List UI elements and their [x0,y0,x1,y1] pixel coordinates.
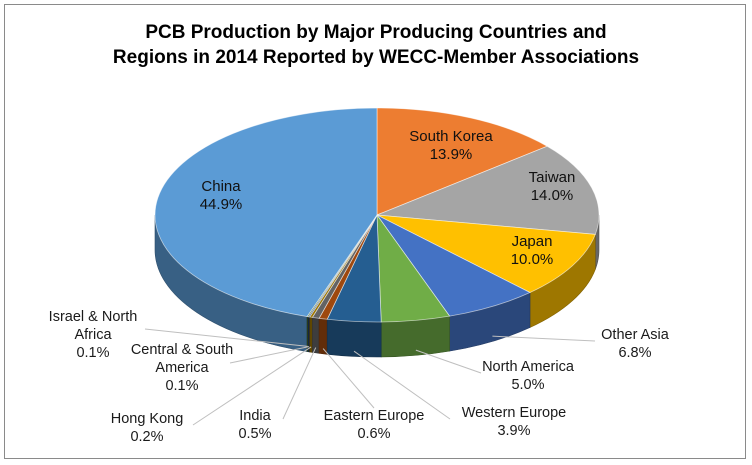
data-label-value-india: 0.5% [238,426,271,442]
data-label-value-hong-kong: 0.2% [130,429,163,445]
leader-line-eastern-europe [322,348,375,409]
data-label-value-taiwan: 14.0% [531,187,574,204]
data-label-value-western-europe: 3.9% [497,423,530,439]
data-label-value-north-america: 5.0% [511,377,544,393]
data-label-name-israel-and-north-africa: Israel & North [49,309,138,325]
pie-slices [154,107,600,323]
data-label-name-japan: Japan [512,233,553,250]
data-label-value-china: 44.9% [200,196,243,213]
data-label-name-taiwan: Taiwan [529,169,576,186]
data-label-name-western-europe: Western Europe [462,405,567,421]
data-label-name-north-america: North America [482,359,575,375]
pie-chart: PCB Production by Major Producing Countr… [49,22,670,445]
slice-japan [376,214,596,293]
data-label-value-south-korea: 13.9% [430,146,473,163]
data-label-name-central-and-south-america: America [155,360,209,376]
chart-title: PCB Production by Major Producing Countr… [113,22,639,68]
slice-china [154,107,378,317]
chart-title-line-1: PCB Production by Major Producing Countr… [145,22,606,43]
data-label-value-central-and-south-america: 0.1% [165,378,198,394]
slice-taiwan [376,145,600,235]
data-label-name-central-and-south-america: Central & South [131,342,233,358]
data-label-name-israel-and-north-africa: Africa [74,327,112,343]
data-label-value-eastern-europe: 0.6% [357,426,390,442]
leader-line-india [282,347,317,420]
chart-title-line-2: Regions in 2014 Reported by WECC-Member … [113,47,639,68]
leader-line-central-and-south-america [229,346,310,364]
pie-sides [154,214,600,358]
leader-lines [144,328,596,426]
leader-line-north-america [415,349,482,374]
data-label-value-other-asia: 6.8% [618,345,651,361]
data-label-value-israel-and-north-africa: 0.1% [76,345,109,361]
data-label-name-india: India [239,408,271,424]
data-label-value-japan: 10.0% [511,251,554,268]
leader-line-hong-kong [192,346,312,426]
data-label-name-south-korea: South Korea [409,128,493,145]
leader-line-western-europe [353,350,451,420]
slice-south-korea [376,107,549,216]
data-label-name-other-asia: Other Asia [601,327,670,343]
slice-side-north-america [380,315,450,358]
data-label-name-china: China [201,178,241,195]
leader-line-other-asia [492,335,596,342]
data-label-name-eastern-europe: Eastern Europe [324,408,425,424]
leader-line-israel-and-north-africa [144,328,308,347]
chart-frame: PCB Production by Major Producing Countr… [4,4,746,459]
data-label-name-hong-kong: Hong Kong [111,411,184,427]
